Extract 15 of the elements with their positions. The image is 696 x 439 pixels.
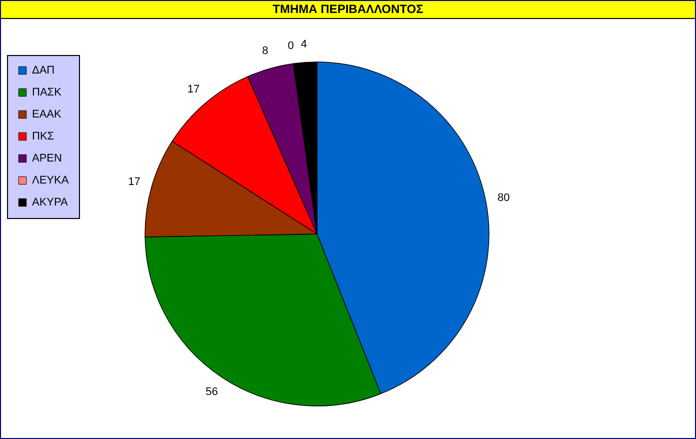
data-label: 17 <box>128 176 140 188</box>
legend-label: ΑΡΕΝ <box>32 152 62 164</box>
legend-label: ΛΕΥΚΑ <box>32 174 70 186</box>
data-label: 17 <box>187 84 200 96</box>
data-label: 4 <box>300 38 307 50</box>
data-label: 8 <box>262 45 268 58</box>
data-label: 56 <box>206 386 218 398</box>
legend-label: ΕΑΑΚ <box>32 108 62 120</box>
legend-label: ΑΚΥΡΑ <box>32 196 69 208</box>
chart-title: ΤΜΗΜΑ ΠΕΡΙΒΑΛΛΟΝΤΟΣ <box>1 1 695 19</box>
data-label: 80 <box>497 192 510 204</box>
legend-label: ΔΑΠ <box>32 64 55 76</box>
text: 0 <box>288 40 294 52</box>
legend-label: ΠΑΣΚ <box>32 86 62 98</box>
legend-label: ΠΚΣ <box>32 130 54 142</box>
